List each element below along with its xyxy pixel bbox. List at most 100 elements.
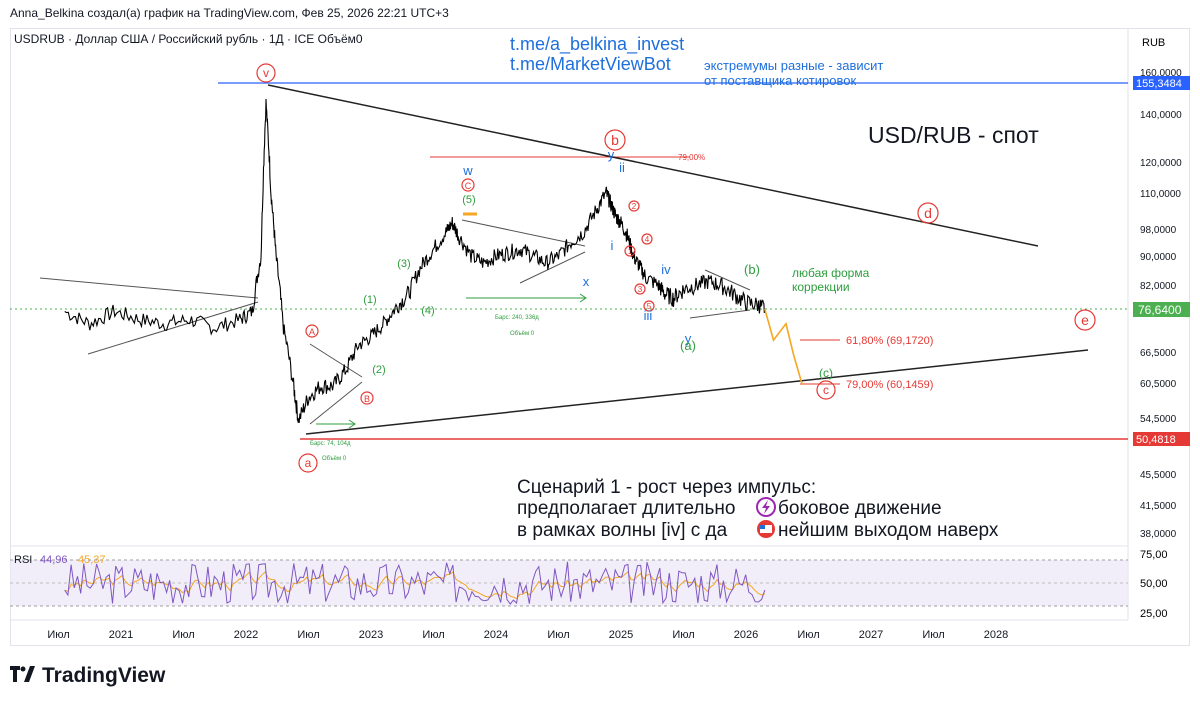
rsi-value-2: 45,37 <box>78 554 106 566</box>
current-price-badge <box>1133 302 1190 317</box>
wave-b-green-label: (b) <box>744 262 760 277</box>
telegram-link-1[interactable]: t.me/a_belkina_invest <box>510 34 684 55</box>
price-tick-3: 110,0000 <box>1140 189 1181 200</box>
triangle-upper-trendline[interactable] <box>267 84 1039 247</box>
fib-790-bottom-label: 79,00% (60,1459) <box>846 379 933 391</box>
symbol-title[interactable]: USDRUB · Доллар США / Российский рубль ·… <box>14 32 363 46</box>
wave-2-label: 2 <box>632 202 637 211</box>
low-price-badge <box>1133 432 1190 446</box>
time-tick-10: Июл <box>672 629 694 641</box>
current-price-text: 76,6400 <box>1138 303 1182 317</box>
rsi-tick-75: 75,00 <box>1140 549 1168 561</box>
price-tick-7: 66,5000 <box>1140 348 1177 359</box>
price-tick-8: 60,5000 <box>1140 379 1177 390</box>
extremes-note-line-2: от поставщика котировок <box>704 73 856 88</box>
wave-iii-label: iii <box>644 308 653 323</box>
trendline-left-2[interactable] <box>87 301 259 355</box>
wave-A-label: A <box>309 327 315 337</box>
correction-note-line-2: коррекции <box>792 280 850 294</box>
low-price-text: 50,4818 <box>1136 434 1176 446</box>
wave-a-green-label: (a) <box>680 338 696 353</box>
measure-arrow-1-head <box>579 293 587 303</box>
wave-a-label: a <box>305 456 312 470</box>
scenario-line-1: Сценарий 1 - рост через импульс: <box>517 477 816 498</box>
scenario-line-3b: нейшим выходом наверх <box>778 520 999 541</box>
time-tick-3: 2022 <box>234 629 258 641</box>
wave-c-green-label: (c) <box>819 366 833 380</box>
price-axis[interactable]: RUB 160,0000 140,0000 120,0000 110,0000 98,0… <box>1127 28 1182 620</box>
wave-5-circle <box>643 300 655 312</box>
scenario-line-2a: предполагает длительно <box>517 498 735 519</box>
wave-4-label: 4 <box>645 235 650 244</box>
trendline-left-1[interactable] <box>39 277 259 299</box>
wave-4-green-label: (4) <box>421 305 434 317</box>
wave-2-circle <box>628 200 640 212</box>
time-tick-11: 2026 <box>734 629 758 641</box>
trendline-A-B-2[interactable] <box>309 381 363 425</box>
wave-a-circle <box>298 453 318 473</box>
wave-v-circle <box>256 63 276 83</box>
wave-y-low-label: y <box>685 331 692 346</box>
wave-C-label: C <box>465 181 472 191</box>
price-tick-group: 160,0000 140,0000 120,0000 110,0000 98,0000 9… <box>1140 68 1182 540</box>
flag-emoji-icon <box>757 520 775 538</box>
bars-info-1: Барс: 240, 336д <box>495 315 539 321</box>
wave-x-label: x <box>583 274 590 289</box>
projection-path[interactable] <box>764 308 804 386</box>
price-tick-4: 98,0000 <box>1140 225 1177 236</box>
wave-c-label: c <box>823 383 829 397</box>
chart-main-title: USD/RUB - спот <box>868 122 1039 148</box>
triangle-lower-trendline[interactable] <box>305 349 1089 435</box>
wave-b-circle <box>604 129 626 151</box>
rsi-line <box>64 561 766 605</box>
price-tick-12: 38,0000 <box>1140 529 1177 540</box>
time-tick-15: 2028 <box>984 629 1008 641</box>
volume-info-1: Объём 0 <box>510 331 535 337</box>
telegram-link-2[interactable]: t.me/MarketViewBot <box>510 54 671 74</box>
tradingview-logo-icon <box>10 665 36 688</box>
time-tick-9: 2025 <box>609 629 633 641</box>
wave-1-circle <box>624 245 636 257</box>
wave-A-circle <box>305 324 319 338</box>
wave-e-label: e <box>1081 312 1089 328</box>
trendline-b-1[interactable] <box>704 269 751 291</box>
time-tick-1: 2021 <box>109 629 133 641</box>
rsi-label: RSI <box>14 554 32 566</box>
time-tick-7: 2024 <box>484 629 508 641</box>
price-series-line[interactable] <box>64 98 766 423</box>
time-tick-8: Июл <box>547 629 569 641</box>
wave-c-circle <box>816 380 836 400</box>
trendline-mid-1[interactable] <box>461 219 586 247</box>
wave-5-label: 5 <box>647 302 652 311</box>
wave-2-green-label: (2) <box>372 364 385 376</box>
lightning-emoji-icon <box>756 497 776 517</box>
wave-w-label: w <box>462 163 473 178</box>
wave-3-circle <box>634 283 646 295</box>
high-price-badge <box>1133 76 1190 90</box>
wave-y-top-label: y <box>608 147 615 162</box>
rsi-tick-50: 50,00 <box>1140 578 1168 590</box>
time-axis[interactable]: Июл 2021 Июл 2022 Июл 2023 Июл 2024 Июл 2025 Июл 20… <box>47 629 1008 641</box>
wave-i-label: i <box>611 238 614 253</box>
price-tick-9: 54,5000 <box>1140 414 1177 425</box>
rsi-tick-25: 25,00 <box>1140 608 1168 620</box>
price-tick-1: 140,0000 <box>1140 110 1182 121</box>
trendline-mid-2[interactable] <box>519 251 586 284</box>
tradingview-brand: TradingView <box>42 664 166 687</box>
trendline-A-B-1[interactable] <box>309 343 363 378</box>
extremes-note-line-1: экстремумы разные - зависит <box>704 58 883 73</box>
wave-B-circle <box>360 391 374 405</box>
price-tick-0: 160,0000 <box>1140 68 1182 79</box>
trendline-b-2[interactable] <box>689 309 751 319</box>
price-tick-11: 41,5000 <box>1140 501 1177 512</box>
time-tick-5: 2023 <box>359 629 383 641</box>
wave-5-green-label: (5) <box>462 194 475 206</box>
tradingview-logo[interactable]: TradingView <box>10 664 165 688</box>
price-tick-2: 120,0000 <box>1140 158 1182 169</box>
wave-B-label: B <box>364 394 370 404</box>
price-tick-5: 90,0000 <box>1140 252 1177 263</box>
scenario-line-3a: в рамках волны [iv] с да <box>517 520 728 541</box>
rsi-pane[interactable]: RSI 44,96 45,37 75,00 50,00 25,00 <box>10 545 1168 620</box>
high-price-text: 155,3484 <box>1136 78 1182 90</box>
